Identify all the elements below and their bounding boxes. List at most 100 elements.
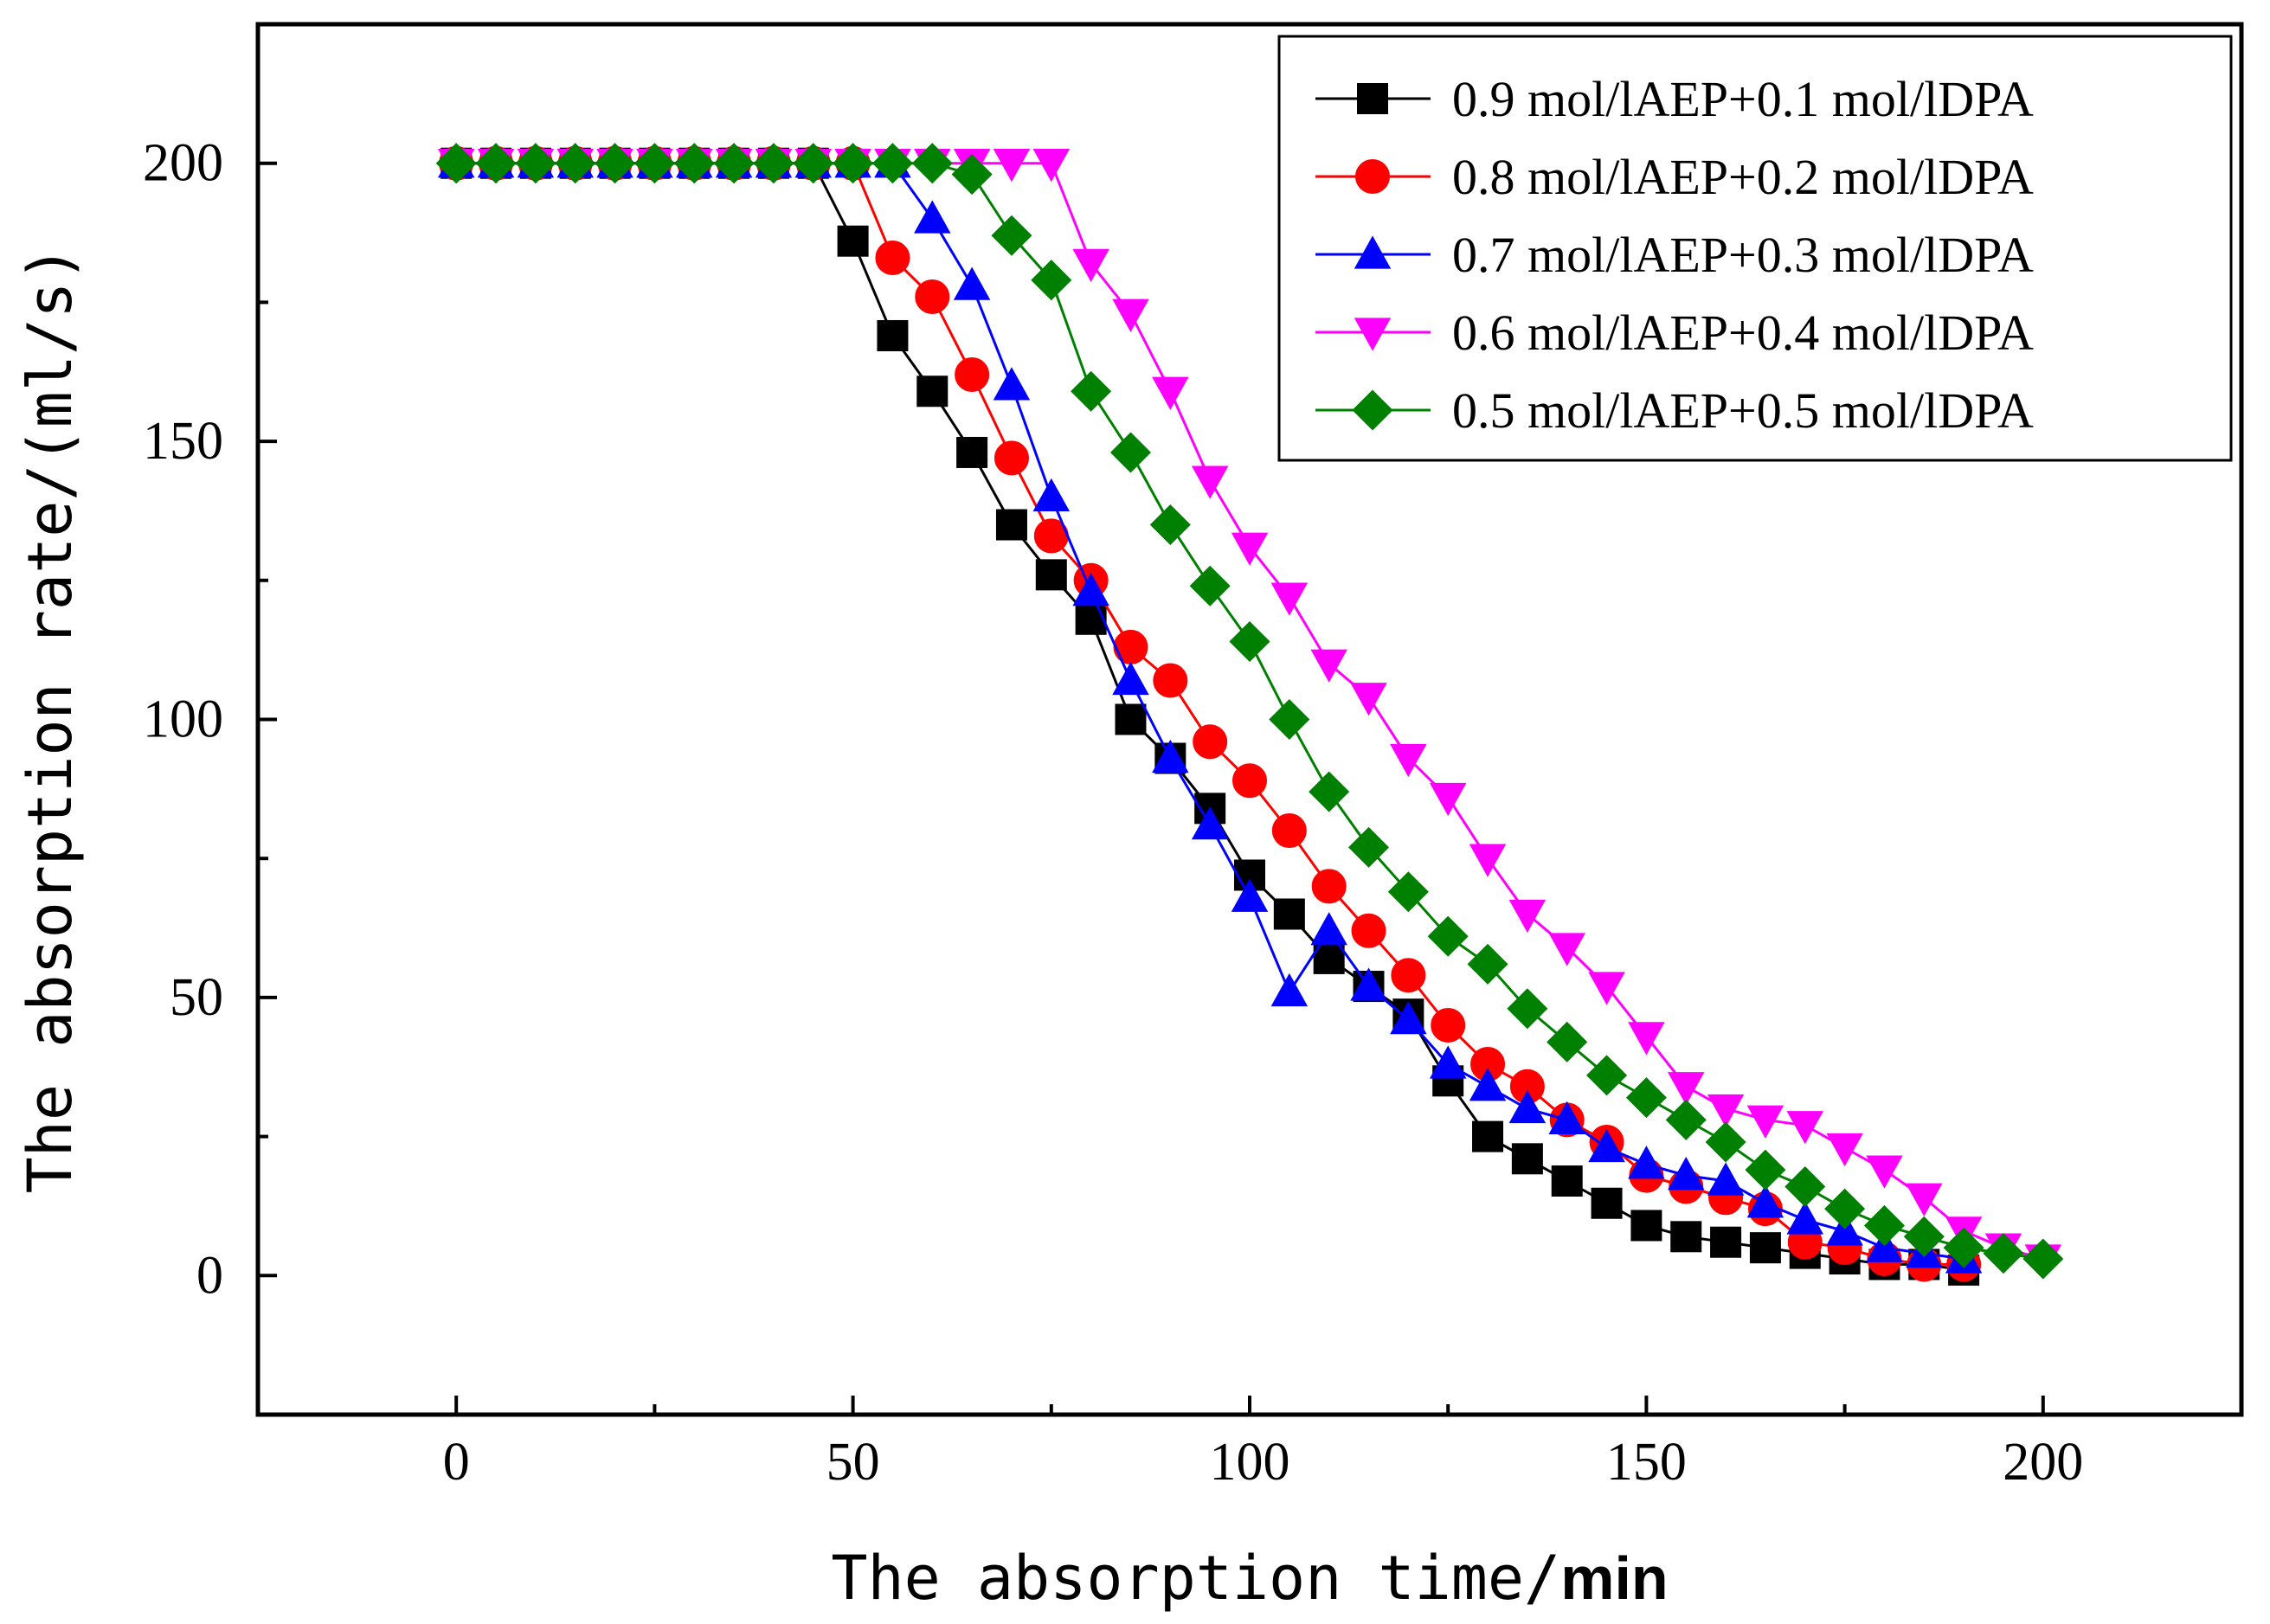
data-point bbox=[951, 154, 993, 196]
data-point bbox=[1625, 1077, 1667, 1119]
data-point bbox=[837, 225, 869, 257]
legend-label: 0.7 mol/lAEP+0.3 mol/lDPA bbox=[1452, 227, 2034, 283]
data-point bbox=[633, 143, 675, 184]
legend-entry: 0.9 mol/lAEP+0.1 mol/lDPA bbox=[1315, 71, 2034, 127]
data-point bbox=[916, 376, 949, 408]
data-point bbox=[1273, 898, 1305, 930]
data-point bbox=[1191, 806, 1229, 840]
data-point bbox=[1746, 1184, 1784, 1218]
data-point bbox=[1153, 663, 1188, 698]
axis-labels: The absorption time/min The absorption r… bbox=[15, 246, 1669, 1614]
data-point bbox=[995, 509, 1027, 541]
data-point bbox=[991, 215, 1032, 256]
data-point bbox=[1387, 871, 1429, 913]
data-point bbox=[1628, 1022, 1665, 1056]
data-point bbox=[1628, 1146, 1665, 1179]
data-point bbox=[1231, 532, 1269, 566]
data-point bbox=[1983, 1233, 2024, 1274]
legend-entry: 0.8 mol/lAEP+0.2 mol/lDPA bbox=[1315, 149, 2034, 205]
data-point bbox=[1152, 376, 1189, 410]
data-point bbox=[1390, 1001, 1427, 1035]
legend-entry: 0.6 mol/lAEP+0.4 mol/lDPA bbox=[1315, 305, 2034, 361]
legend: 0.9 mol/lAEP+0.1 mol/lDPA 0.8 mol/lAEP+0.… bbox=[1277, 35, 2233, 462]
x-tick-label: 100 bbox=[1210, 1433, 1290, 1492]
data-point bbox=[1472, 1120, 1504, 1152]
data-point bbox=[1943, 1227, 1984, 1268]
data-point bbox=[1271, 813, 1307, 849]
data-point bbox=[1031, 260, 1072, 301]
data-point bbox=[911, 143, 953, 184]
data-point bbox=[1508, 1089, 1547, 1124]
data-point bbox=[555, 143, 596, 184]
data-point bbox=[1586, 1055, 1628, 1096]
data-point bbox=[1149, 504, 1191, 546]
data-point bbox=[1469, 844, 1507, 877]
data-point bbox=[1115, 703, 1147, 735]
y-tick-label: 100 bbox=[143, 690, 223, 749]
data-point bbox=[1071, 370, 1112, 412]
data-point bbox=[915, 279, 950, 314]
axes: 0 50 100 150 200 0 50 100 150 200 bbox=[143, 22, 2244, 1492]
data-point bbox=[1665, 1099, 1707, 1140]
legend-label: 0.9 mol/lAEP+0.1 mol/lDPA bbox=[1452, 71, 2034, 127]
data-point bbox=[1310, 912, 1347, 946]
legend-marker bbox=[1354, 235, 1392, 269]
data-point bbox=[1710, 1226, 1742, 1258]
y-tick-label: 200 bbox=[143, 134, 223, 193]
data-point bbox=[475, 143, 517, 184]
data-point bbox=[1551, 1165, 1583, 1197]
data-point bbox=[1189, 565, 1231, 607]
data-point bbox=[793, 143, 834, 184]
data-point bbox=[956, 436, 988, 468]
data-point bbox=[1032, 149, 1071, 183]
data-point bbox=[1548, 933, 1585, 966]
data-point bbox=[1112, 661, 1149, 696]
data-point bbox=[1152, 739, 1189, 773]
data-point bbox=[1390, 743, 1427, 778]
y-tick-label: 0 bbox=[196, 1246, 223, 1305]
series-5 bbox=[435, 143, 2064, 1280]
x-axis-title-prefix: The absorption time/ bbox=[831, 1543, 1560, 1614]
legend-label: 0.5 mol/lAEP+0.5 mol/lDPA bbox=[1452, 382, 2034, 439]
data-point bbox=[1746, 1105, 1784, 1139]
data-point bbox=[1507, 988, 1548, 1030]
data-point bbox=[1508, 899, 1547, 934]
data-point bbox=[1231, 878, 1269, 912]
x-tick-label: 0 bbox=[443, 1433, 470, 1492]
data-point bbox=[1391, 958, 1426, 993]
data-point bbox=[871, 143, 913, 184]
data-point bbox=[1670, 1221, 1702, 1253]
data-point bbox=[1075, 603, 1107, 635]
data-point bbox=[953, 266, 991, 300]
data-point bbox=[1193, 724, 1228, 760]
legend-box bbox=[1277, 35, 2233, 462]
data-point bbox=[1032, 478, 1071, 512]
data-point bbox=[1469, 1068, 1507, 1101]
data-point bbox=[1863, 1204, 1905, 1246]
data-point bbox=[1229, 620, 1270, 663]
y-axis-title: The absorption rate/(ml/s) bbox=[15, 246, 86, 1194]
data-point bbox=[515, 143, 556, 184]
data-point bbox=[1072, 248, 1109, 283]
data-point bbox=[1866, 1229, 1903, 1262]
legend-marker bbox=[1352, 389, 1393, 431]
data-point bbox=[1667, 1072, 1705, 1106]
data-point bbox=[1588, 1128, 1625, 1163]
data-point bbox=[1786, 1111, 1824, 1145]
data-point bbox=[914, 200, 951, 234]
legend-marker bbox=[1357, 83, 1388, 114]
data-point bbox=[1588, 972, 1625, 1005]
data-point bbox=[1112, 298, 1149, 332]
data-point bbox=[1270, 972, 1309, 1007]
data-point bbox=[1431, 1008, 1466, 1043]
data-point bbox=[875, 240, 910, 275]
data-point bbox=[1784, 1165, 1826, 1207]
data-point bbox=[1547, 1021, 1588, 1062]
x-axis-title: The absorption time/min bbox=[831, 1543, 1668, 1614]
data-point bbox=[595, 143, 636, 184]
data-point bbox=[1548, 1101, 1585, 1134]
data-point bbox=[1269, 698, 1310, 741]
data-point bbox=[2022, 1238, 2064, 1280]
y-tick-label: 150 bbox=[143, 412, 223, 471]
